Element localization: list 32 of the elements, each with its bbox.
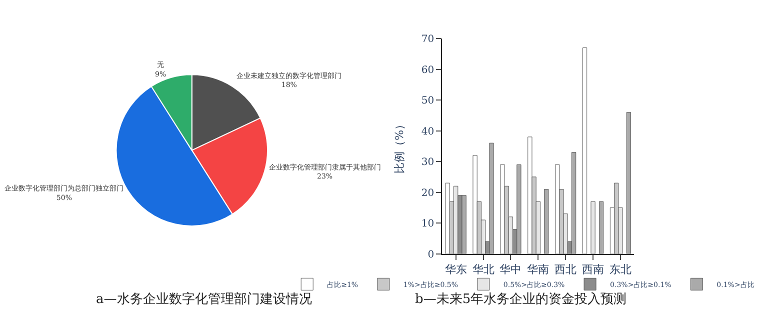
bar [626, 112, 631, 254]
y-axis-title: 比例（%） [393, 118, 406, 174]
bar [572, 152, 576, 254]
bar [489, 142, 494, 254]
y-tick-label: 20 [421, 188, 434, 199]
y-tick-label: 70 [421, 34, 434, 46]
y-tick-label: 30 [421, 157, 434, 168]
y-tick-label: 50 [421, 96, 434, 107]
bar [582, 48, 588, 254]
x-tick-label: 华东 [444, 263, 467, 276]
x-tick-label: 东北 [609, 263, 632, 276]
bar [528, 136, 532, 254]
bar [590, 201, 596, 254]
x-tick-label: 华中 [500, 263, 522, 276]
y-tick-label: 60 [421, 64, 434, 76]
bar [516, 164, 522, 254]
bar [598, 201, 604, 254]
y-tick-label: 40 [421, 126, 434, 138]
x-tick-label: 西南 [582, 263, 604, 276]
bar [462, 195, 466, 254]
bar [445, 182, 450, 254]
x-tick-label: 西北 [554, 263, 577, 276]
text: b—未来5年水务企业的资金投入预测 [415, 292, 627, 307]
text: a—水务企业数字化管理部门建设情况 [96, 291, 312, 307]
x-tick-label: 华南 [527, 263, 550, 276]
bar [500, 164, 505, 254]
bar [544, 188, 549, 254]
bar [614, 182, 619, 254]
x-tick-label: 华北 [472, 263, 494, 276]
y-tick-label: 0 [428, 249, 434, 260]
bar [472, 155, 478, 254]
y-tick-label: 10 [421, 218, 434, 230]
